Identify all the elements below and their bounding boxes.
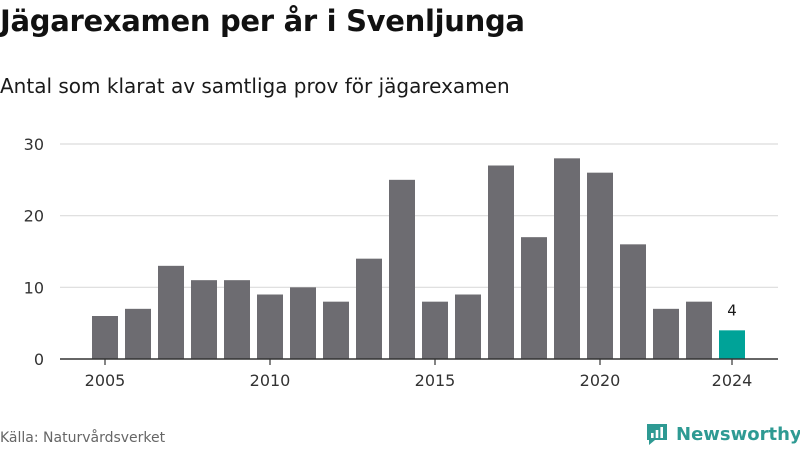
y-tick-label: 10: [24, 278, 44, 297]
bar: [587, 172, 613, 359]
bar: [290, 287, 316, 359]
bar-highlight: [719, 330, 745, 359]
brand-logo: Newsworthy: [644, 421, 800, 447]
bar: [455, 294, 481, 359]
chart-title: Jägarexamen per år i Svenljunga: [0, 4, 525, 38]
source-note: Källa: Naturvårdsverket: [0, 430, 166, 446]
bar: [653, 308, 679, 359]
bar: [620, 244, 646, 359]
bar: [488, 165, 514, 359]
bar: [356, 258, 382, 359]
bar: [422, 301, 448, 359]
y-tick-label: 0: [34, 350, 44, 369]
bar: [158, 265, 184, 359]
bar: [686, 301, 712, 359]
bar: [389, 179, 415, 359]
chart-subtitle: Antal som klarat av samtliga prov för jä…: [0, 74, 510, 98]
bar-chart: 0 10 20 30 2005 2010 2015 2020 2024 4: [24, 135, 778, 390]
bar: [191, 280, 217, 359]
bar: [224, 280, 250, 359]
x-tick-label: 2015: [415, 371, 456, 390]
x-tick-label: 2024: [712, 371, 753, 390]
bar: [257, 294, 283, 359]
x-tick-label: 2005: [85, 371, 126, 390]
bar: [521, 237, 547, 359]
x-tick-label: 2020: [580, 371, 621, 390]
y-tick-label: 20: [24, 207, 44, 226]
x-tick-label: 2010: [250, 371, 291, 390]
bar: [125, 308, 151, 359]
bar: [92, 316, 118, 359]
bar: [554, 158, 580, 359]
data-label: 4: [727, 301, 737, 319]
y-tick-label: 30: [24, 135, 44, 154]
bar: [323, 301, 349, 359]
chart-bubble-icon: [647, 424, 667, 445]
brand-name: Newsworthy: [676, 423, 800, 445]
